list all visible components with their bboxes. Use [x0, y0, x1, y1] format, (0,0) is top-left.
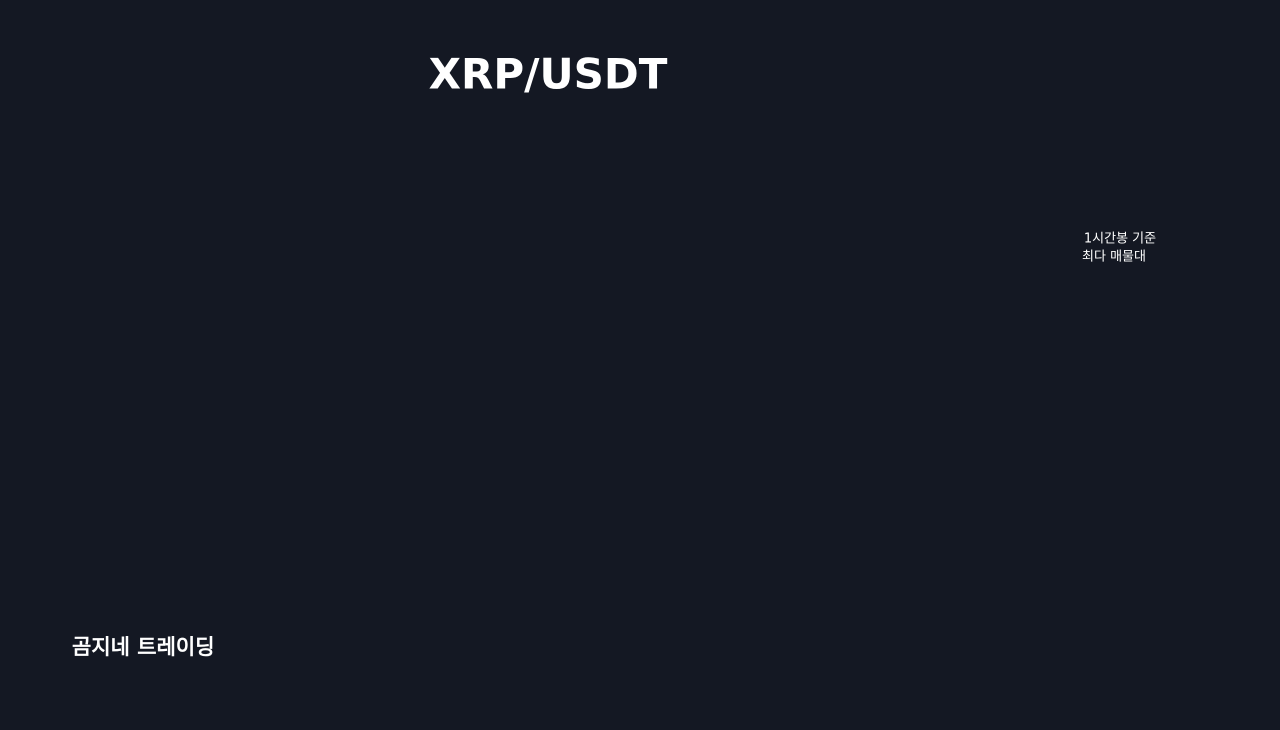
watermark: 곰지네 트레이딩 — [72, 635, 215, 659]
annotation: 1시간봉 기준 — [1084, 232, 1156, 247]
annotation: 최다 매물대 — [1082, 250, 1146, 265]
chart-title: XRP/USDT — [429, 50, 668, 99]
price-axis — [1222, 0, 1280, 730]
